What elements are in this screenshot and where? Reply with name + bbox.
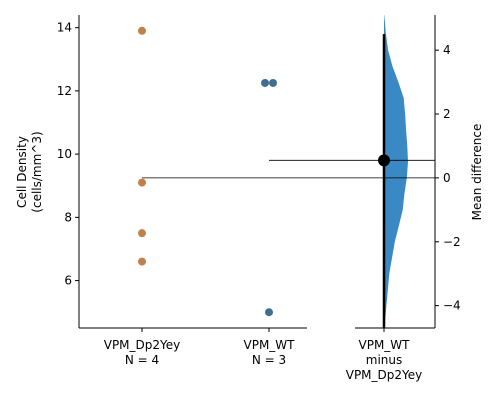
data-point	[261, 79, 269, 87]
diff-x-label: VPM_WT	[359, 338, 411, 352]
bootstrap-distribution	[384, 15, 408, 328]
diff-x-label: minus	[366, 353, 403, 367]
raw-y-axis-label: (cells/mm^3)	[30, 131, 44, 212]
group-label: VPM_Dp2Yey	[104, 338, 181, 352]
group-label: N = 3	[252, 353, 286, 367]
diff-x-label: VPM_Dp2Yey	[346, 368, 423, 382]
data-point	[265, 308, 273, 316]
raw-y-tick-label: 14	[57, 21, 72, 35]
raw-y-tick-label: 8	[64, 210, 72, 224]
raw-y-tick-label: 10	[57, 147, 72, 161]
raw-y-tick-label: 6	[64, 274, 72, 288]
diff-y-tick-label: 0	[443, 171, 451, 185]
data-point	[138, 258, 146, 266]
raw-y-axis-label: Cell Density	[15, 136, 29, 208]
diff-y-axis-label: Mean difference	[470, 124, 484, 221]
diff-y-tick-label: −2	[443, 235, 461, 249]
raw-y-tick-label: 12	[57, 84, 72, 98]
data-point	[138, 229, 146, 237]
group-label: VPM_WT	[244, 338, 296, 352]
data-point	[138, 27, 146, 35]
data-point	[269, 79, 277, 87]
diff-y-tick-label: 4	[443, 43, 451, 57]
data-point	[138, 179, 146, 187]
diff-y-tick-label: −4	[443, 299, 461, 313]
diff-y-tick-label: 2	[443, 107, 451, 121]
group-label: N = 4	[125, 353, 159, 367]
